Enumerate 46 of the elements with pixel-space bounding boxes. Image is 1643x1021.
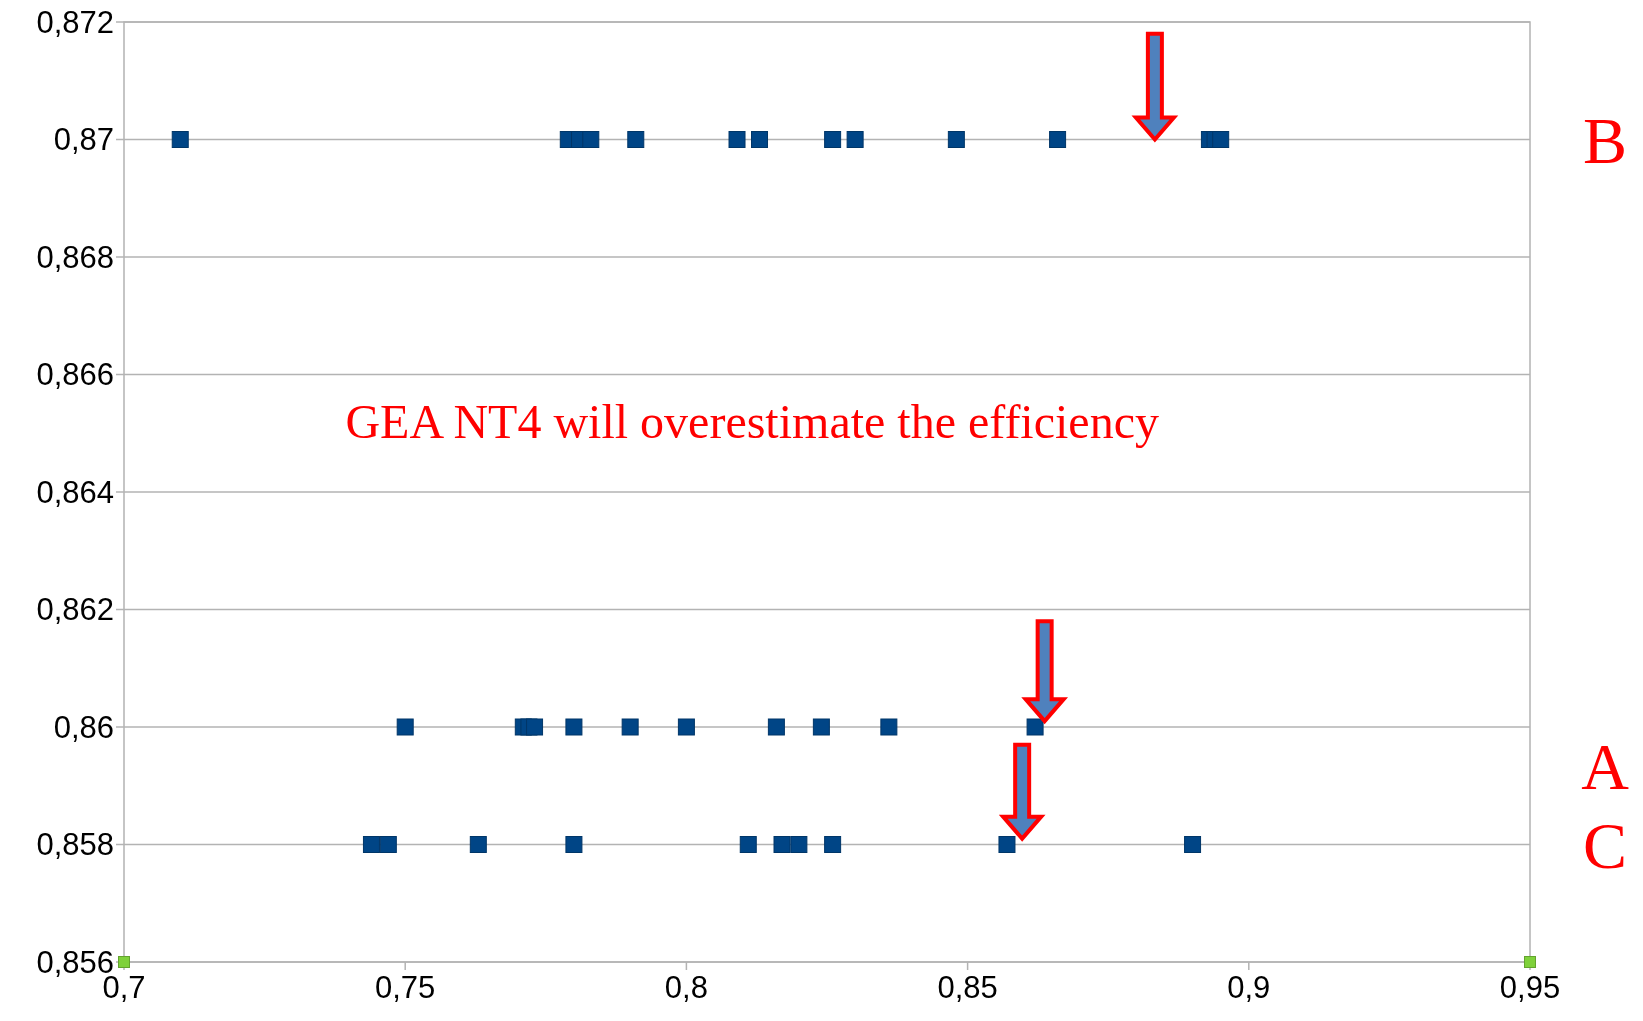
y-tick-label: 0,87	[53, 122, 114, 158]
y-tick-label: 0,866	[36, 357, 114, 393]
point	[565, 718, 583, 736]
y-tick-label: 0,872	[36, 4, 114, 40]
point	[362, 836, 380, 853]
x-tick-label: 0,95	[1499, 970, 1561, 1005]
point	[812, 718, 830, 736]
y-tick-label: 0,858	[36, 827, 114, 863]
point	[824, 836, 842, 853]
point	[880, 718, 898, 736]
point	[947, 131, 965, 148]
x-tick-label: 0,85	[937, 970, 998, 1005]
point	[621, 718, 639, 736]
y-tick-label: 0,868	[36, 239, 114, 275]
point	[739, 836, 757, 853]
point	[677, 718, 695, 736]
point	[1049, 131, 1067, 148]
y-tick-label: 0,864	[36, 474, 114, 510]
point	[1212, 131, 1230, 148]
point	[526, 718, 544, 736]
y-tick-label: 0,862	[36, 592, 114, 628]
point	[824, 131, 842, 148]
point	[1026, 718, 1044, 736]
point	[396, 718, 414, 736]
point	[751, 131, 769, 148]
text: A	[1581, 730, 1630, 804]
point	[728, 131, 746, 148]
annotation: GEA NT4 will overestimate the efficiency	[345, 395, 1159, 449]
point	[1184, 836, 1202, 853]
point	[565, 836, 583, 853]
y-tick-label: 0,86	[53, 709, 114, 745]
point	[627, 131, 645, 148]
point	[379, 836, 397, 853]
point	[773, 836, 791, 853]
point	[790, 836, 808, 853]
x-tick-label: 0,75	[375, 970, 436, 1005]
point	[171, 131, 189, 148]
point	[582, 131, 600, 148]
x-tick-label: 0,9	[1227, 970, 1271, 1005]
text: C	[1582, 808, 1628, 882]
point	[846, 131, 864, 148]
x-tick-label: 0,8	[664, 970, 708, 1005]
text: B	[1582, 103, 1628, 177]
point	[767, 718, 785, 736]
point	[998, 836, 1016, 853]
point	[469, 836, 487, 853]
